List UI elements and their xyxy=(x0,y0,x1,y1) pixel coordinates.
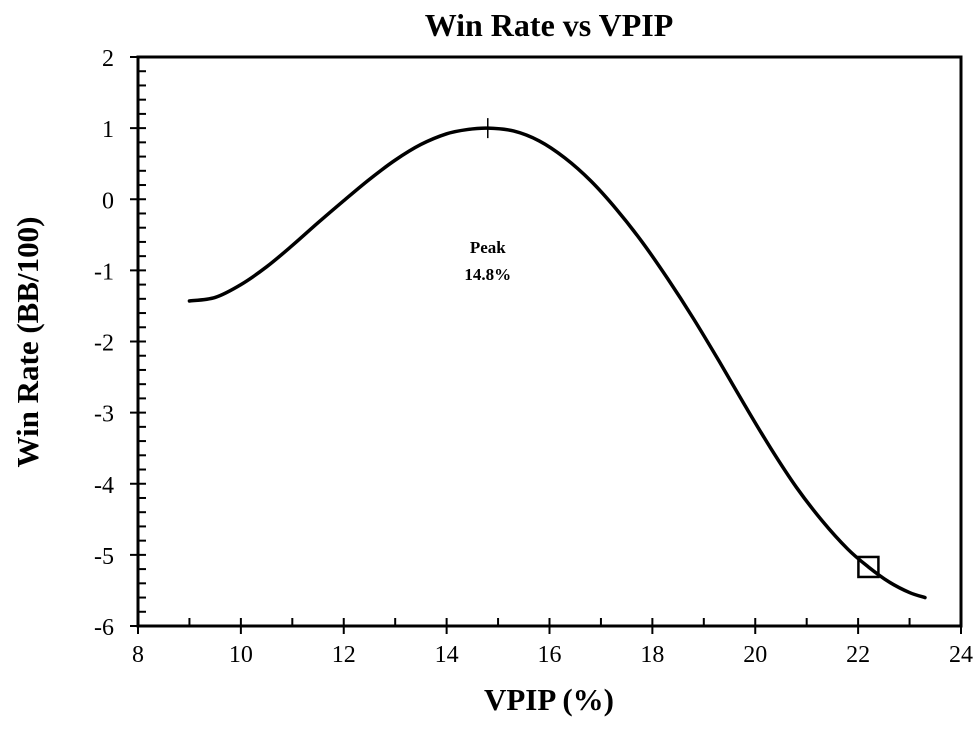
x-tick-label: 8 xyxy=(132,642,144,668)
y-tick-label: 0 xyxy=(102,188,114,214)
y-tick-label: -1 xyxy=(94,259,114,285)
y-tick-label: -2 xyxy=(94,331,114,357)
x-axis-label: VPIP (%) xyxy=(484,682,614,717)
x-tick-label: 20 xyxy=(743,642,767,668)
x-tick-label: 18 xyxy=(640,642,664,668)
y-axis-label: Win Rate (BB/100) xyxy=(10,217,45,468)
y-tick-label: 2 xyxy=(102,46,114,72)
x-tick-label: 16 xyxy=(538,642,562,668)
chart-title: Win Rate vs VPIP xyxy=(425,7,674,43)
y-tick-label: -5 xyxy=(94,544,114,570)
x-tick-label: 24 xyxy=(949,642,973,668)
y-tick-label: -6 xyxy=(94,615,114,641)
series-line xyxy=(187,126,927,600)
y-tick-label: 1 xyxy=(102,117,114,143)
peak-annotation: 14.8% xyxy=(464,265,511,284)
y-tick-label: -4 xyxy=(94,473,114,499)
y-tick-label: -3 xyxy=(94,402,114,428)
peak-annotation: Peak xyxy=(470,238,506,257)
x-tick-label: 12 xyxy=(332,642,356,668)
x-tick-label: 14 xyxy=(435,642,459,668)
x-tick-label: 22 xyxy=(846,642,870,668)
x-tick-label: 10 xyxy=(229,642,253,668)
square-marker xyxy=(857,555,880,579)
